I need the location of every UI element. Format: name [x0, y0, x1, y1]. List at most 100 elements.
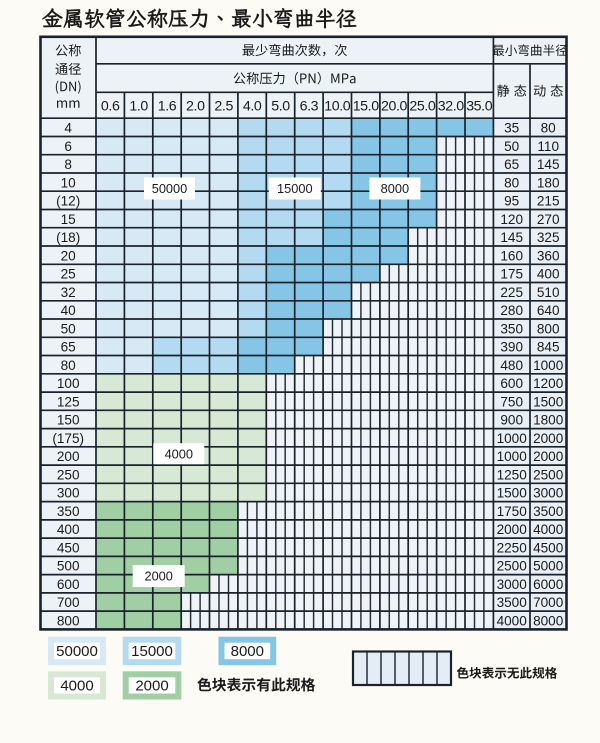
svg-text:180: 180	[537, 175, 560, 190]
svg-text:845: 845	[537, 340, 560, 355]
svg-text:50000: 50000	[56, 643, 98, 660]
svg-text:(175): (175)	[52, 431, 84, 446]
svg-text:32.0: 32.0	[438, 98, 465, 114]
svg-text:100: 100	[57, 376, 80, 391]
svg-text:4000: 4000	[497, 614, 528, 629]
svg-text:50000: 50000	[152, 181, 188, 196]
svg-text:4000: 4000	[165, 446, 193, 461]
svg-text:5000: 5000	[533, 559, 564, 574]
svg-text:1.0: 1.0	[129, 98, 148, 114]
svg-text:50: 50	[504, 139, 520, 154]
svg-text:600: 600	[500, 376, 523, 391]
svg-text:8000: 8000	[381, 181, 409, 196]
svg-text:2.5: 2.5	[214, 98, 233, 114]
svg-text:3000: 3000	[533, 486, 564, 501]
svg-text:2000: 2000	[135, 678, 168, 695]
svg-text:750: 750	[500, 394, 523, 409]
svg-text:35: 35	[504, 121, 519, 136]
svg-text:2500: 2500	[497, 559, 528, 574]
svg-text:0.6: 0.6	[101, 98, 120, 114]
svg-text:15000: 15000	[131, 643, 173, 660]
svg-text:6: 6	[64, 139, 72, 154]
svg-text:3500: 3500	[497, 595, 528, 610]
svg-text:25.0: 25.0	[409, 98, 436, 114]
svg-text:80: 80	[61, 358, 77, 373]
svg-text:3000: 3000	[497, 577, 528, 592]
svg-text:390: 390	[500, 340, 523, 355]
svg-text:400: 400	[537, 267, 560, 282]
svg-text:160: 160	[500, 248, 523, 263]
svg-text:1.6: 1.6	[158, 98, 177, 114]
svg-text:25: 25	[61, 267, 76, 282]
svg-text:4500: 4500	[533, 540, 564, 555]
svg-text:35.0: 35.0	[466, 98, 493, 114]
svg-text:95: 95	[504, 194, 519, 209]
svg-text:400: 400	[57, 522, 80, 537]
svg-text:2500: 2500	[533, 467, 564, 482]
svg-text:1500: 1500	[497, 486, 528, 501]
svg-text:(18): (18)	[56, 230, 80, 245]
svg-text:250: 250	[57, 467, 80, 482]
svg-text:40: 40	[61, 303, 77, 318]
svg-text:280: 280	[500, 303, 523, 318]
svg-text:6000: 6000	[533, 577, 564, 592]
svg-text:2000: 2000	[533, 449, 564, 464]
svg-text:200: 200	[57, 449, 80, 464]
svg-text:2250: 2250	[497, 540, 528, 555]
svg-text:145: 145	[537, 157, 560, 172]
svg-text:1000: 1000	[533, 358, 564, 373]
svg-text:8: 8	[64, 157, 72, 172]
svg-text:80: 80	[504, 175, 520, 190]
svg-text:350: 350	[500, 321, 523, 336]
svg-text:1500: 1500	[533, 394, 564, 409]
svg-text:510: 510	[537, 285, 560, 300]
svg-text:2000: 2000	[144, 569, 172, 584]
svg-text:10: 10	[61, 175, 77, 190]
svg-text:1750: 1750	[497, 504, 528, 519]
svg-text:4000: 4000	[60, 678, 93, 695]
svg-text:7000: 7000	[533, 595, 564, 610]
svg-text:270: 270	[537, 212, 560, 227]
svg-text:600: 600	[57, 577, 80, 592]
svg-text:480: 480	[500, 358, 523, 373]
svg-text:65: 65	[61, 340, 76, 355]
svg-text:450: 450	[57, 540, 80, 555]
svg-text:500: 500	[57, 559, 80, 574]
svg-text:4: 4	[64, 121, 72, 136]
svg-text:20.0: 20.0	[381, 98, 408, 114]
svg-text:1000: 1000	[497, 431, 528, 446]
svg-text:225: 225	[500, 285, 523, 300]
svg-text:110: 110	[537, 139, 559, 154]
svg-text:15000: 15000	[277, 181, 313, 196]
svg-text:8000: 8000	[231, 643, 264, 660]
svg-text:640: 640	[537, 303, 560, 318]
svg-text:2.0: 2.0	[186, 98, 205, 114]
svg-text:50: 50	[61, 321, 77, 336]
svg-text:2000: 2000	[497, 522, 528, 537]
svg-text:1000: 1000	[497, 449, 528, 464]
svg-text:300: 300	[57, 486, 80, 501]
svg-text:80: 80	[541, 121, 557, 136]
svg-text:120: 120	[500, 212, 523, 227]
svg-text:215: 215	[537, 194, 560, 209]
svg-text:125: 125	[57, 394, 80, 409]
svg-text:10.0: 10.0	[324, 98, 351, 114]
svg-text:15.0: 15.0	[353, 98, 380, 114]
svg-text:32: 32	[61, 285, 76, 300]
svg-text:15: 15	[61, 212, 76, 227]
svg-text:325: 325	[537, 230, 560, 245]
svg-text:350: 350	[57, 504, 80, 519]
svg-text:4.0: 4.0	[243, 98, 262, 114]
svg-text:8000: 8000	[533, 614, 564, 629]
svg-text:800: 800	[57, 614, 80, 629]
svg-text:900: 900	[500, 413, 523, 428]
svg-text:20: 20	[61, 248, 77, 263]
svg-text:360: 360	[537, 248, 560, 263]
svg-text:175: 175	[500, 267, 523, 282]
svg-text:65: 65	[504, 157, 519, 172]
svg-text:1250: 1250	[497, 467, 528, 482]
svg-text:145: 145	[500, 230, 523, 245]
svg-text:6.3: 6.3	[300, 98, 319, 114]
svg-text:800: 800	[537, 321, 560, 336]
svg-text:2000: 2000	[533, 431, 564, 446]
